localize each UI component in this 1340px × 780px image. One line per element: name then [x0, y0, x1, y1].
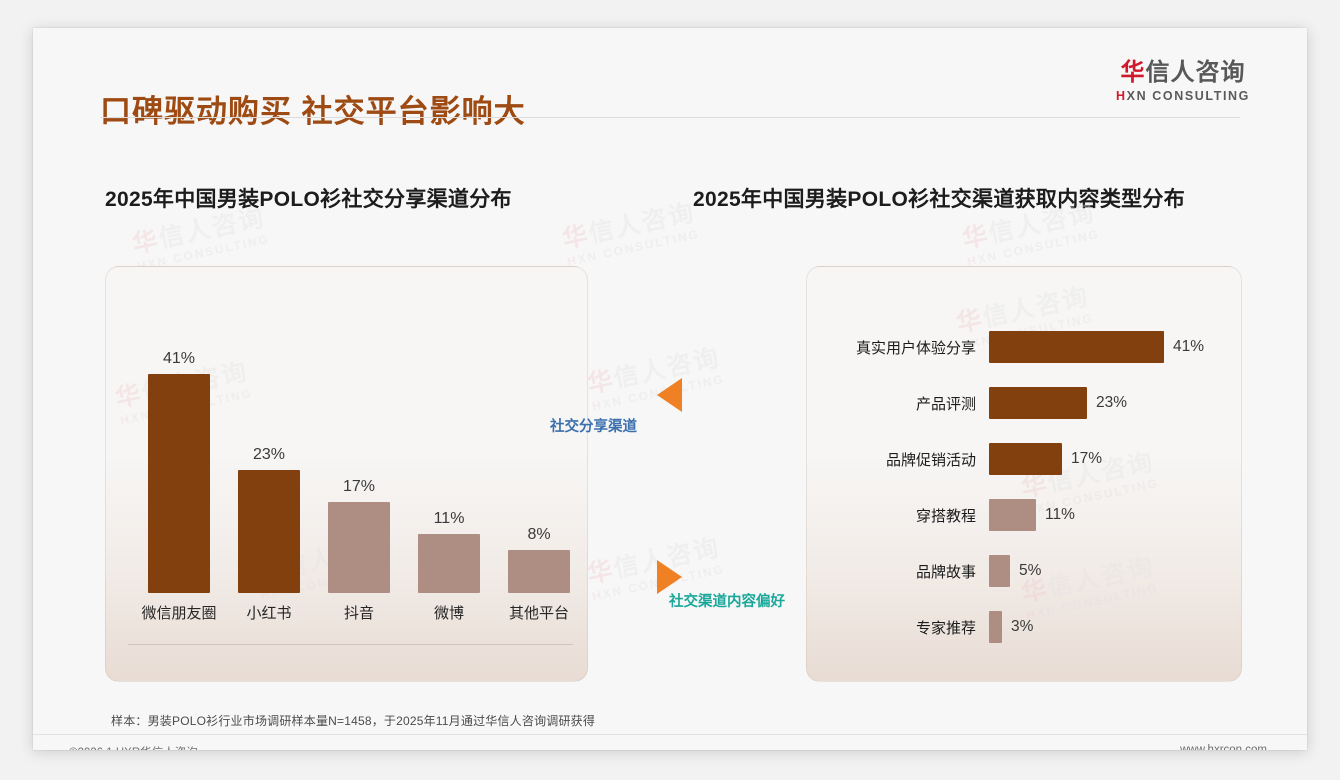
bar-value-label: 17% [342, 478, 376, 495]
bar-value-label: 41% [1173, 338, 1205, 355]
bar [418, 534, 480, 593]
bar-category-label: 微信朋友圈 [141, 605, 217, 622]
watermark: 华信人咨询 HXN CONSULTING [129, 203, 272, 273]
bar-row: 真实用户体验分享 41% [807, 325, 1241, 369]
title-divider [100, 117, 1240, 118]
bar-row: 品牌促销活动 17% [807, 437, 1241, 481]
right-chart-title: 2025年中国男装POLO衫社交渠道获取内容类型分布 [693, 188, 1186, 211]
bar-category-label: 抖音 [343, 605, 375, 622]
triangle-left-icon [657, 378, 682, 412]
left-chart-title: 2025年中国男装POLO衫社交分享渠道分布 [105, 188, 512, 211]
chart-baseline [128, 644, 573, 645]
triangle-right-icon [657, 560, 682, 594]
source-note: 样本：男装POLO衫行业市场调研样本量N=1458，于2025年11月通过华信人… [111, 714, 596, 728]
slide-canvas: 口碑驱动购买 社交平台影响大 华信人咨询 HXN CONSULTING 2025… [33, 28, 1307, 750]
footer-divider [33, 734, 1307, 735]
bar-value-label: 17% [1071, 450, 1103, 467]
bar [989, 555, 1010, 587]
content-pref-label: 社交渠道内容偏好 [669, 594, 785, 610]
bar [238, 470, 300, 593]
watermark: 华信人咨询 HXN CONSULTING [559, 198, 702, 269]
bar [989, 443, 1062, 475]
bar-value-label: 23% [252, 446, 286, 463]
bar-value-label: 8% [527, 526, 551, 543]
bar-value-label: 11% [1045, 506, 1075, 523]
bar-column: 23% 小红书 [224, 299, 314, 629]
bar-value-label: 23% [1096, 394, 1128, 411]
bar-row: 专家推荐 3% [807, 605, 1241, 649]
bar-column: 17% 抖音 [314, 299, 404, 629]
bar-category-label: 穿搭教程 [915, 507, 976, 525]
copyright-text: ©2026.1 HXR华信人咨询 [69, 744, 198, 750]
bar [328, 502, 390, 593]
bar-column: 8% 其他平台 [494, 299, 584, 629]
page-title: 口碑驱动购买 社交平台影响大 [100, 94, 526, 129]
brand-logo: 华信人咨询 HXN CONSULTING [1093, 59, 1273, 103]
bar-category-label: 小红书 [246, 605, 292, 622]
vertical-bar-chart: 41% 微信朋友圈 23% 小红书 17% 抖音 11% 微博 8% 其他平台 [122, 299, 571, 629]
bar [989, 499, 1036, 531]
website-link[interactable]: www.hxrcon.com [1180, 744, 1267, 750]
bar-column: 41% 微信朋友圈 [134, 299, 224, 629]
share-channel-arrow [657, 378, 682, 412]
bar [989, 387, 1087, 419]
bar-row: 品牌故事 5% [807, 549, 1241, 593]
slide-header: 口碑驱动购买 社交平台影响大 华信人咨询 HXN CONSULTING [33, 28, 1307, 129]
bar-category-label: 真实用户体验分享 [855, 339, 976, 357]
bar-category-label: 其他平台 [508, 605, 570, 622]
bar-category-label: 专家推荐 [915, 619, 976, 637]
logo-cn-gray: 信人咨询 [1145, 59, 1246, 86]
bar-column: 11% 微博 [404, 299, 494, 629]
left-chart-panel: 华信人咨询 HXN CONSULTING 华信人咨询 HXN CONSULTIN… [105, 266, 588, 682]
logo-chinese-text: 华信人咨询 [1093, 59, 1273, 86]
logo-english-text: HXN CONSULTING [1093, 89, 1273, 103]
bar-row: 产品评测 23% [807, 381, 1241, 425]
bar-category-label: 微博 [433, 605, 465, 622]
bar-value-label: 41% [162, 350, 196, 367]
bar-value-label: 5% [1019, 562, 1042, 579]
logo-en-rest: XN CONSULTING [1126, 89, 1250, 104]
bar-row: 穿搭教程 11% [807, 493, 1241, 537]
bar [989, 331, 1164, 363]
bar-category-label: 品牌故事 [915, 563, 976, 581]
bar [148, 374, 210, 593]
bar-category-label: 品牌促销活动 [885, 451, 976, 469]
watermark: 华信人咨询 HXN CONSULTING [584, 343, 727, 414]
horizontal-bar-chart: 真实用户体验分享 41% 产品评测 23% 品牌促销活动 17% 穿搭教程 11% 品牌故事 5%… [807, 267, 1241, 681]
bar [989, 611, 1002, 643]
bar-category-label: 产品评测 [915, 395, 976, 413]
bar-value-label: 11% [433, 510, 465, 527]
right-chart-panel: 华信人咨询 HXN CONSULTING 华信人咨询 HXN CONSULTIN… [806, 266, 1242, 682]
bar-value-label: 3% [1011, 618, 1034, 635]
content-pref-arrow [657, 560, 682, 594]
logo-cn-red: 华 [1120, 59, 1146, 86]
share-channel-label: 社交分享渠道 [550, 419, 637, 435]
bar [508, 550, 570, 593]
logo-en-red: H [1116, 89, 1127, 104]
